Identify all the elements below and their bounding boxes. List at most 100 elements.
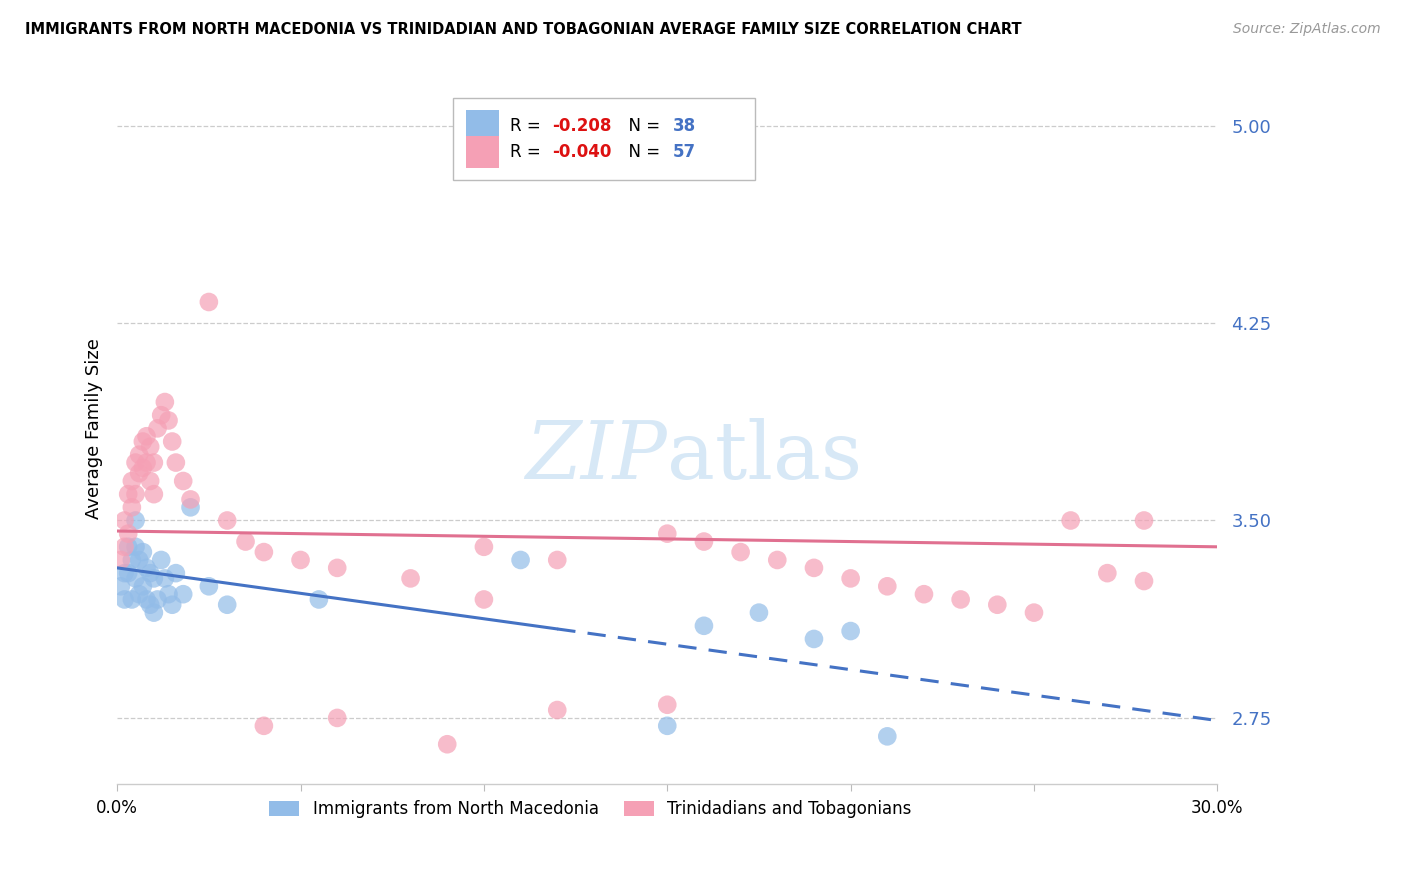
Point bbox=[114, 514, 136, 528]
Text: N =: N = bbox=[617, 117, 665, 135]
Point bbox=[165, 566, 187, 581]
Point bbox=[142, 487, 165, 501]
FancyBboxPatch shape bbox=[465, 110, 499, 141]
Point bbox=[546, 703, 568, 717]
Point bbox=[198, 295, 221, 310]
Point bbox=[128, 587, 150, 601]
Point bbox=[114, 566, 136, 581]
Point bbox=[146, 421, 169, 435]
FancyBboxPatch shape bbox=[453, 98, 755, 179]
Point bbox=[165, 456, 187, 470]
Point bbox=[117, 487, 139, 501]
Point bbox=[135, 592, 157, 607]
Point bbox=[160, 598, 183, 612]
Point bbox=[308, 592, 330, 607]
Point bbox=[180, 492, 202, 507]
Point bbox=[117, 540, 139, 554]
Point bbox=[876, 730, 898, 744]
Text: R =: R = bbox=[510, 143, 546, 161]
Point bbox=[135, 456, 157, 470]
Point bbox=[157, 413, 180, 427]
Point bbox=[693, 534, 716, 549]
Point bbox=[657, 698, 679, 712]
Point bbox=[949, 592, 972, 607]
Point bbox=[1133, 514, 1156, 528]
Point bbox=[139, 598, 162, 612]
Point bbox=[128, 448, 150, 462]
Point bbox=[150, 553, 173, 567]
Point bbox=[124, 571, 146, 585]
Point bbox=[399, 571, 422, 585]
Point bbox=[253, 719, 276, 733]
Point bbox=[1097, 566, 1119, 581]
Point bbox=[114, 592, 136, 607]
Point bbox=[132, 434, 155, 449]
Point bbox=[124, 540, 146, 554]
Point bbox=[117, 566, 139, 581]
Point bbox=[150, 408, 173, 422]
Point bbox=[509, 553, 531, 567]
Point bbox=[121, 592, 143, 607]
Point bbox=[142, 456, 165, 470]
Point bbox=[198, 579, 221, 593]
Text: N =: N = bbox=[617, 143, 665, 161]
Point bbox=[253, 545, 276, 559]
Point bbox=[766, 553, 789, 567]
Point bbox=[128, 553, 150, 567]
Point bbox=[160, 434, 183, 449]
Point bbox=[135, 429, 157, 443]
Point bbox=[110, 553, 132, 567]
Point bbox=[110, 579, 132, 593]
Point bbox=[693, 619, 716, 633]
Point bbox=[132, 579, 155, 593]
Point bbox=[139, 474, 162, 488]
Text: 38: 38 bbox=[672, 117, 696, 135]
Text: Source: ZipAtlas.com: Source: ZipAtlas.com bbox=[1233, 22, 1381, 37]
Point bbox=[132, 460, 155, 475]
Point bbox=[1022, 606, 1045, 620]
Point bbox=[546, 553, 568, 567]
FancyBboxPatch shape bbox=[465, 136, 499, 168]
Point bbox=[217, 514, 239, 528]
Point bbox=[730, 545, 752, 559]
Point bbox=[146, 592, 169, 607]
Text: ZIP: ZIP bbox=[526, 418, 668, 496]
Point bbox=[121, 474, 143, 488]
Point bbox=[803, 561, 825, 575]
Point bbox=[839, 571, 862, 585]
Point bbox=[748, 606, 770, 620]
Point bbox=[117, 526, 139, 541]
Point bbox=[153, 395, 176, 409]
Text: 57: 57 bbox=[672, 143, 696, 161]
Point bbox=[472, 592, 495, 607]
Point bbox=[142, 571, 165, 585]
Point bbox=[124, 514, 146, 528]
Point bbox=[657, 526, 679, 541]
Point bbox=[139, 440, 162, 454]
Point bbox=[172, 474, 194, 488]
Point bbox=[124, 487, 146, 501]
Legend: Immigrants from North Macedonia, Trinidadians and Tobagonians: Immigrants from North Macedonia, Trinida… bbox=[263, 794, 918, 825]
Point bbox=[436, 737, 458, 751]
Point bbox=[217, 598, 239, 612]
Point bbox=[172, 587, 194, 601]
Point bbox=[876, 579, 898, 593]
Point bbox=[132, 545, 155, 559]
Point bbox=[157, 587, 180, 601]
Point bbox=[326, 561, 349, 575]
Point bbox=[326, 711, 349, 725]
Point bbox=[142, 606, 165, 620]
Point bbox=[1059, 514, 1081, 528]
Point bbox=[128, 466, 150, 480]
Point bbox=[235, 534, 257, 549]
Point bbox=[839, 624, 862, 638]
Point bbox=[121, 553, 143, 567]
Point bbox=[657, 719, 679, 733]
Text: atlas: atlas bbox=[668, 417, 862, 496]
Point bbox=[121, 500, 143, 515]
Point bbox=[135, 561, 157, 575]
Text: -0.208: -0.208 bbox=[551, 117, 612, 135]
Point bbox=[803, 632, 825, 646]
Point bbox=[1133, 574, 1156, 588]
Point bbox=[153, 571, 176, 585]
